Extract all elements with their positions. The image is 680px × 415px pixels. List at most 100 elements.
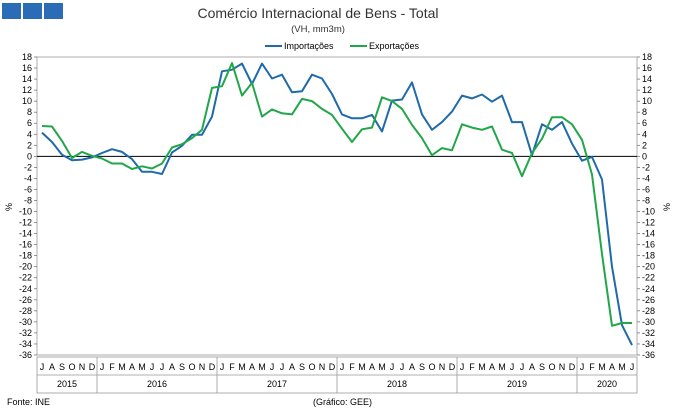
x-month-label: M [498, 362, 506, 372]
x-month-label: O [188, 362, 195, 372]
x-month-label: M [598, 362, 606, 372]
y-left-tick-label: -36 [19, 350, 32, 360]
y-right-tick-label: 0 [642, 151, 647, 161]
x-month-label: A [49, 362, 55, 372]
y-left-tick-label: 18 [22, 52, 32, 62]
x-month-label: M [478, 362, 486, 372]
y-left-tick-label: -16 [19, 240, 32, 250]
y-right-tick-label: -6 [642, 184, 650, 194]
x-month-label: N [559, 362, 566, 372]
y-axis-right-ticks: 181614121086420-2-4-6-8-10-12-14-16-18-2… [637, 52, 655, 360]
x-month-label: S [299, 362, 305, 372]
x-month-label: A [489, 362, 495, 372]
x-month-label: J [280, 362, 285, 372]
legend-label-exports: Exportações [369, 41, 420, 51]
y-right-tick-label: -10 [642, 207, 655, 217]
y-left-tick-label: -34 [19, 339, 32, 349]
y-right-tick-label: -22 [642, 273, 655, 283]
x-month-label: M [358, 362, 366, 372]
x-month-label: A [529, 362, 535, 372]
x-year-label: 2019 [507, 379, 527, 389]
legend: Importações Exportações [265, 41, 420, 51]
x-month-label: N [79, 362, 86, 372]
y-left-tick-label: 0 [27, 151, 32, 161]
x-month-label: N [319, 362, 326, 372]
y-right-tick-label: -30 [642, 317, 655, 327]
y-right-tick-label: 12 [642, 85, 652, 95]
x-year-label: 2015 [57, 379, 77, 389]
x-month-label: A [409, 362, 415, 372]
x-month-label: J [400, 362, 405, 372]
x-month-label: F [349, 362, 355, 372]
x-month-label: A [289, 362, 295, 372]
x-month-label: A [169, 362, 175, 372]
y-left-tick-label: -14 [19, 229, 32, 239]
y-right-tick-label: 18 [642, 52, 652, 62]
y-left-tick-label: -12 [19, 218, 32, 228]
x-month-label: M [378, 362, 386, 372]
x-month-label: J [40, 362, 45, 372]
exports-line [41, 62, 632, 327]
y-left-tick-label: -2 [24, 162, 32, 172]
x-month-label: M [118, 362, 126, 372]
y-left-tick-label: 6 [27, 118, 32, 128]
y-right-tick-label: -28 [642, 306, 655, 316]
y-right-tick-label: 4 [642, 129, 647, 139]
x-month-label: O [68, 362, 75, 372]
y-left-tick-label: 8 [27, 107, 32, 117]
x-month-label: F [469, 362, 475, 372]
x-month-label: J [150, 362, 155, 372]
x-month-label: F [109, 362, 115, 372]
x-month-label: N [439, 362, 446, 372]
x-month-label: D [89, 362, 96, 372]
y-right-tick-label: -24 [642, 284, 655, 294]
x-year-label: 2016 [147, 379, 167, 389]
y-left-tick-label: -30 [19, 317, 32, 327]
ine-logo-block-2 [23, 3, 42, 19]
x-month-label: M [258, 362, 266, 372]
y-right-tick-label: 6 [642, 118, 647, 128]
y-right-tick-label: 10 [642, 96, 652, 106]
y-right-tick-label: -18 [642, 251, 655, 261]
x-month-label: A [609, 362, 615, 372]
x-month-label: M [238, 362, 246, 372]
y-left-tick-label: 4 [27, 129, 32, 139]
axes [36, 56, 638, 394]
x-month-label: J [220, 362, 225, 372]
y-right-tick-label: -8 [642, 195, 650, 205]
y-left-tick-label: -4 [24, 173, 32, 183]
source-note: Fonte: INE [7, 397, 51, 407]
y-left-tick-label: -18 [19, 251, 32, 261]
y-left-tick-label: -26 [19, 295, 32, 305]
y-left-tick-label: -20 [19, 262, 32, 272]
y-left-tick-label: -22 [19, 273, 32, 283]
x-year-label: 2017 [267, 379, 287, 389]
x-month-label: O [548, 362, 555, 372]
x-month-label: F [589, 362, 595, 372]
y-left-tick-label: -24 [19, 284, 32, 294]
chart-subtitle: (VH, mm3m) [291, 24, 345, 35]
x-month-label: D [569, 362, 576, 372]
series-lines [41, 62, 633, 346]
x-month-label: M [618, 362, 626, 372]
x-month-label: S [419, 362, 425, 372]
y-right-tick-label: -20 [642, 262, 655, 272]
y-right-tick-label: 8 [642, 107, 647, 117]
y-right-tick-label: -26 [642, 295, 655, 305]
y-axis-left-label: % [4, 203, 14, 211]
x-year-label: 2018 [387, 379, 407, 389]
x-month-label: D [209, 362, 216, 372]
y-right-tick-label: -36 [642, 350, 655, 360]
y-left-tick-label: -32 [19, 328, 32, 338]
x-month-label: O [428, 362, 435, 372]
x-month-label: S [539, 362, 545, 372]
x-month-label: S [179, 362, 185, 372]
y-right-tick-label: -16 [642, 240, 655, 250]
chart-credit: (Gráfico: GEE) [313, 397, 373, 407]
y-right-tick-label: 14 [642, 74, 652, 84]
y-right-tick-label: 16 [642, 63, 652, 73]
y-right-tick-label: 2 [642, 140, 647, 150]
ine-logo-block-1 [2, 3, 21, 19]
